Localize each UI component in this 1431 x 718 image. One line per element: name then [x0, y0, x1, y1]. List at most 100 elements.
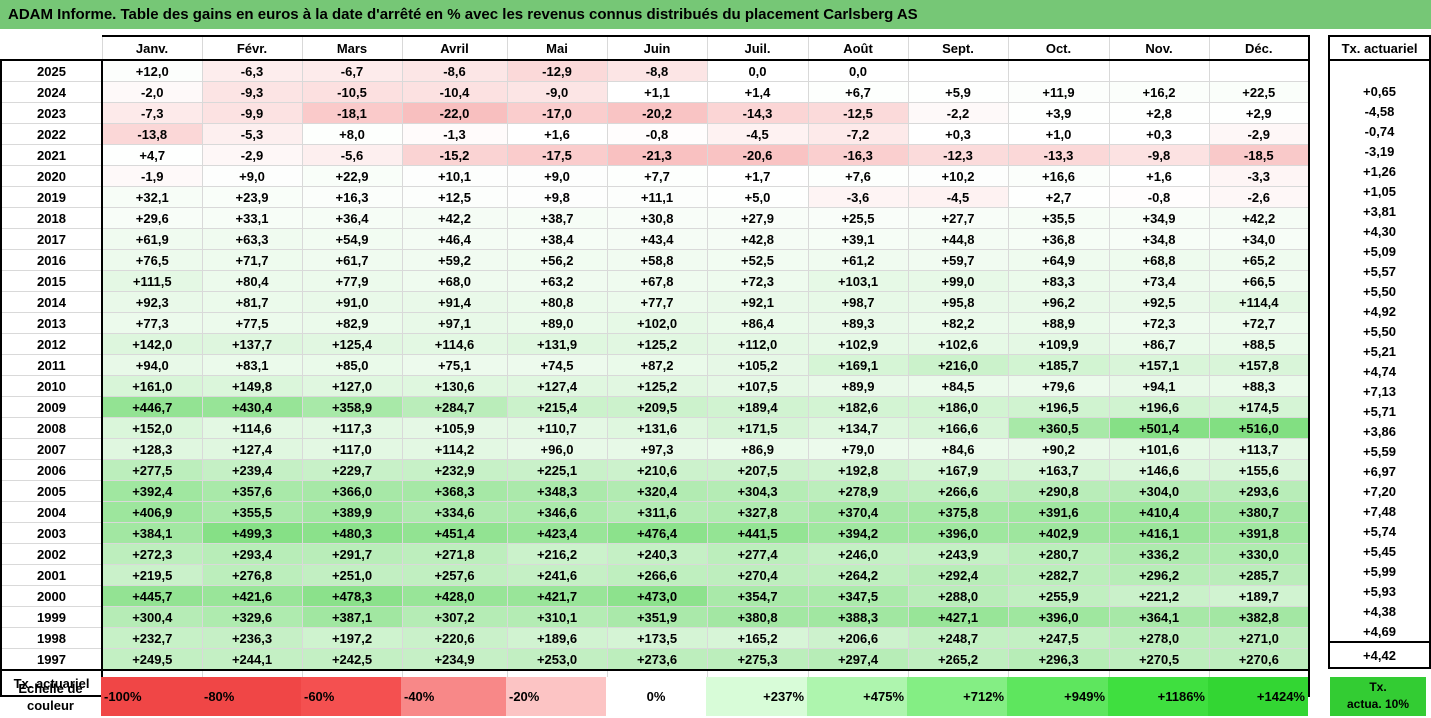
rate-cell: +5,50	[1328, 281, 1431, 301]
actuarial-rate-column: Tx. actuariel +0,65 -4,58 -0,74 -3,19 +1,26 +1…	[1328, 35, 1431, 669]
year-cell: 2006	[0, 459, 103, 481]
value-cell: +127,4	[506, 375, 608, 397]
rate-cell: +5,71	[1328, 401, 1431, 421]
value-cell: -0,8	[1108, 186, 1210, 208]
value-cell: +310,1	[506, 606, 608, 628]
value-cell: -15,2	[401, 144, 508, 166]
value-cell: +68,0	[401, 270, 508, 292]
value-cell: -8,8	[606, 59, 708, 82]
month-header: Juin	[606, 35, 708, 61]
value-cell: +516,0	[1208, 417, 1310, 439]
value-cell: +271,0	[1208, 627, 1310, 649]
value-cell: +99,0	[907, 270, 1009, 292]
rate-cell: +1,05	[1328, 181, 1431, 201]
rate-cell: +3,81	[1328, 201, 1431, 221]
value-cell: -3,3	[1208, 165, 1310, 187]
month-header: Févr.	[201, 35, 303, 61]
value-cell: +42,2	[1208, 207, 1310, 229]
value-cell: +36,8	[1007, 228, 1110, 250]
value-cell: +8,0	[301, 123, 403, 145]
value-cell: +366,0	[301, 480, 403, 502]
value-cell: +44,8	[907, 228, 1009, 250]
value-cell: +114,4	[1208, 291, 1310, 313]
month-header: Nov.	[1108, 35, 1210, 61]
value-cell: +72,3	[1108, 312, 1210, 334]
value-cell: +9,8	[506, 186, 608, 208]
table-row: 1998 +232,7 +236,3 +197,2 +220,6 +189,6 +173,5…	[0, 627, 1310, 649]
value-cell: -17,5	[506, 144, 608, 166]
value-cell: +210,6	[606, 459, 708, 481]
rate-cell: +7,48	[1328, 501, 1431, 521]
value-cell: +244,1	[201, 648, 303, 671]
value-cell: +186,0	[907, 396, 1009, 418]
value-cell: +478,3	[301, 585, 403, 607]
value-cell: +161,0	[101, 375, 203, 397]
value-cell: +10,1	[401, 165, 508, 187]
value-cell: -2,9	[201, 144, 303, 166]
value-cell: +127,0	[301, 375, 403, 397]
value-cell: +72,3	[706, 270, 809, 292]
value-cell: +96,2	[1007, 291, 1110, 313]
value-cell: +416,1	[1108, 522, 1210, 544]
value-cell: +165,2	[706, 627, 809, 649]
value-cell: +61,2	[807, 249, 909, 271]
value-cell: -2,0	[101, 81, 203, 103]
month-header: Juil.	[706, 35, 809, 61]
value-cell: +330,0	[1208, 543, 1310, 565]
value-cell: +236,3	[201, 627, 303, 649]
value-cell: +209,5	[606, 396, 708, 418]
value-cell: +16,6	[1007, 165, 1110, 187]
value-cell: +63,3	[201, 228, 303, 250]
value-cell: +270,5	[1108, 648, 1210, 671]
value-cell: +86,7	[1108, 333, 1210, 355]
value-cell: +83,1	[201, 354, 303, 376]
rate-cell: +4,92	[1328, 301, 1431, 321]
value-cell: +387,1	[301, 606, 403, 628]
value-cell: +5,9	[907, 81, 1009, 103]
value-cell: +16,2	[1108, 81, 1210, 103]
value-cell: +109,9	[1007, 333, 1110, 355]
value-cell: +189,4	[706, 396, 809, 418]
year-cell: 2018	[0, 207, 103, 229]
value-cell: 0,0	[706, 59, 809, 82]
value-cell: +77,7	[606, 291, 708, 313]
value-cell: +3,9	[1007, 102, 1110, 124]
value-cell: -4,5	[907, 186, 1009, 208]
value-cell: +65,2	[1208, 249, 1310, 271]
value-cell: +64,9	[1007, 249, 1110, 271]
value-cell: +364,1	[1108, 606, 1210, 628]
value-cell: -18,5	[1208, 144, 1310, 166]
table-row: 2014 +92,3 +81,7 +91,0 +91,4 +80,8 +77,7 +92,1 +…	[0, 291, 1310, 313]
value-cell: +75,1	[401, 354, 508, 376]
table-row: 2003 +384,1 +499,3 +480,3 +451,4 +423,4 +476,4…	[0, 522, 1310, 544]
scale-tx-line1: Tx.	[1369, 680, 1387, 694]
value-cell: -7,2	[807, 123, 909, 145]
scale-stop: +1186%	[1108, 677, 1208, 716]
value-cell: +501,4	[1108, 417, 1210, 439]
scale-stop: +949%	[1007, 677, 1108, 716]
value-cell: +114,6	[401, 333, 508, 355]
value-cell: +291,7	[301, 543, 403, 565]
value-cell: -1,9	[101, 165, 203, 187]
value-cell: +247,5	[1007, 627, 1110, 649]
value-cell: +102,9	[807, 333, 909, 355]
value-cell: -2,2	[907, 102, 1009, 124]
scale-stop: +237%	[706, 677, 807, 716]
value-cell: +480,3	[301, 522, 403, 544]
value-cell: +370,4	[807, 501, 909, 523]
scale-stop: -100%	[101, 677, 201, 716]
value-cell: +114,6	[201, 417, 303, 439]
year-cell: 2014	[0, 291, 103, 313]
value-cell: +128,3	[101, 438, 203, 460]
value-cell: +152,0	[101, 417, 203, 439]
value-cell: +392,4	[101, 480, 203, 502]
gains-table: Janv. Févr. Mars Avril Mai Juin Juil. Août Sept.…	[0, 35, 1310, 697]
value-cell: +232,7	[101, 627, 203, 649]
value-cell: +382,8	[1208, 606, 1310, 628]
value-cell: +174,5	[1208, 396, 1310, 418]
value-cell: +2,9	[1208, 102, 1310, 124]
year-cell: 2024	[0, 81, 103, 103]
value-cell: +92,5	[1108, 291, 1210, 313]
value-cell: +114,2	[401, 438, 508, 460]
value-cell: +347,5	[807, 585, 909, 607]
